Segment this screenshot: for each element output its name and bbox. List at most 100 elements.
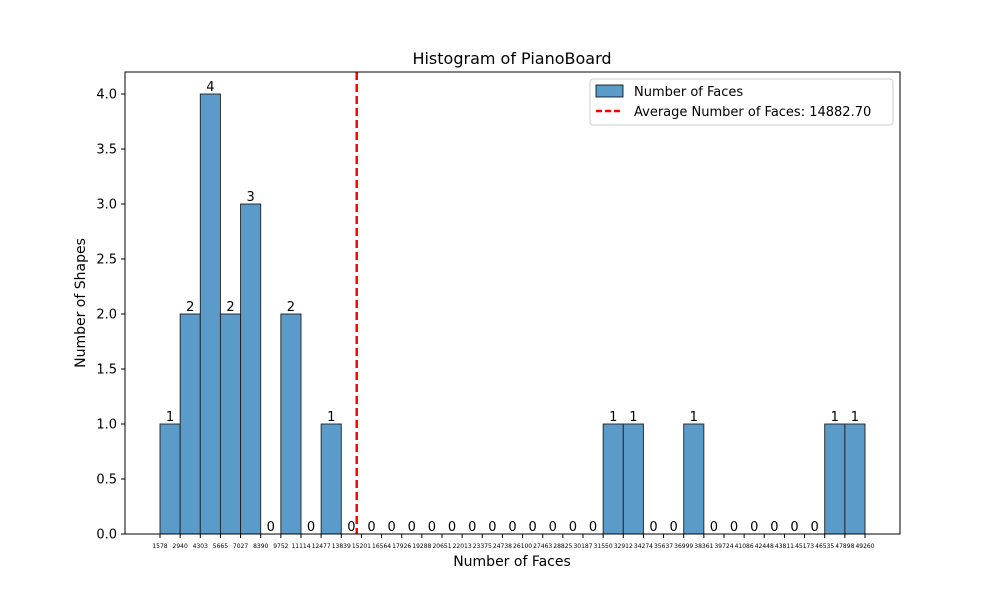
- y-axis-label: Number of Shapes: [73, 238, 89, 368]
- bar-data-label: 0: [408, 520, 416, 535]
- histogram-bar: [199, 93, 221, 535]
- x-tick-label: 43811: [775, 543, 794, 550]
- y-tick-label: 4.0: [96, 88, 117, 103]
- chart-title: Histogram of PianoBoard: [412, 49, 611, 68]
- x-tick-label: 17926: [392, 543, 411, 550]
- bar-data-label: 0: [770, 520, 778, 535]
- bar-data-label: 2: [287, 300, 295, 315]
- histogram-bar: [844, 423, 866, 535]
- histogram-bar: [602, 423, 624, 535]
- legend: Number of Faces Average Number of Faces:…: [589, 78, 894, 126]
- x-tick-label: 22013: [453, 543, 472, 550]
- x-tick-label: 31550: [594, 543, 613, 550]
- x-tick-label: 7027: [233, 543, 248, 550]
- bar-data-label: 1: [851, 410, 859, 425]
- x-tick-label: 42448: [755, 543, 774, 550]
- y-tick-label: 3.5: [96, 143, 117, 158]
- bar-data-label: 0: [488, 520, 496, 535]
- bar-data-label: 0: [508, 520, 516, 535]
- histogram-bar: [179, 313, 201, 535]
- histogram-bar: [159, 423, 181, 535]
- bar-data-label: 0: [468, 520, 476, 535]
- x-tick-label: 34274: [634, 543, 653, 550]
- x-tick-label: 28825: [553, 543, 572, 550]
- x-axis: 1578 2940 4303 5665 7027 8390 9752 11114 12477 13…: [152, 534, 875, 550]
- bar-data-label: 0: [670, 520, 678, 535]
- histogram-bar: [240, 203, 262, 535]
- x-tick-label: 47898: [835, 543, 854, 550]
- bar-data-label: 0: [589, 520, 597, 535]
- histogram-bar: [683, 423, 705, 535]
- y-tick-label: 3.0: [96, 198, 117, 213]
- x-tick-label: 23375: [473, 543, 492, 550]
- y-tick-label: 2.5: [96, 253, 117, 268]
- bar-data-label: 4: [206, 80, 214, 95]
- x-tick-label: 20651: [432, 543, 451, 550]
- x-tick-label: 5665: [213, 543, 228, 550]
- y-axis: 0.0 0.5 1.0 1.5 2.0 2.5 3.0 3.5 4.0: [96, 88, 125, 543]
- bar-data-label: 2: [186, 300, 194, 315]
- y-tick-label: 1.0: [96, 418, 117, 433]
- bar-data-label: 0: [710, 520, 718, 535]
- bar-data-label: 0: [267, 520, 275, 535]
- bar-data-label: 0: [549, 520, 557, 535]
- bar-data-label: 0: [367, 520, 375, 535]
- x-axis-label: Number of Faces: [453, 554, 571, 570]
- histogram-bar: [320, 423, 342, 535]
- x-tick-label: 12477: [312, 543, 331, 550]
- x-tick-label: 16564: [372, 543, 391, 550]
- bar-data-label: 1: [327, 410, 335, 425]
- bar-data-label: 0: [790, 520, 798, 535]
- histogram-bar: [824, 423, 846, 535]
- bar-data-label: 1: [629, 410, 637, 425]
- x-tick-label: 41086: [735, 543, 754, 550]
- bar-data-label: 1: [831, 410, 839, 425]
- x-tick-label: 13839: [332, 543, 351, 550]
- bar-data-label: 0: [307, 520, 315, 535]
- x-tick-label: 38361: [694, 543, 713, 550]
- x-tick-label: 32912: [614, 543, 633, 550]
- bar-data-label: 1: [166, 410, 174, 425]
- bar-data-label: 0: [750, 520, 758, 535]
- x-tick-label: 45173: [795, 543, 814, 550]
- legend-label-average: Average Number of Faces: 14882.70: [634, 105, 871, 120]
- bar-data-label: 1: [609, 410, 617, 425]
- bar-data-label: 0: [730, 520, 738, 535]
- x-tick-label: 24738: [493, 543, 512, 550]
- legend-label-faces: Number of Faces: [634, 85, 743, 100]
- x-tick-label: 26100: [513, 543, 532, 550]
- bar-data-label: 2: [226, 300, 234, 315]
- y-tick-label: 0.0: [96, 528, 117, 543]
- bar-data-label: 0: [428, 520, 436, 535]
- x-tick-label: 4303: [193, 543, 208, 550]
- x-tick-label: 11114: [291, 543, 310, 550]
- bar-data-label: 1: [690, 410, 698, 425]
- y-tick-label: 1.5: [96, 363, 117, 378]
- x-tick-label: 2940: [173, 543, 188, 550]
- x-tick-label: 36999: [674, 543, 693, 550]
- x-tick-label: 9752: [273, 543, 288, 550]
- legend-box: [589, 78, 894, 126]
- bar-data-label: 0: [811, 520, 819, 535]
- x-tick-label: 8390: [253, 543, 268, 550]
- y-tick-label: 0.5: [96, 473, 117, 488]
- histogram-bar: [622, 423, 644, 535]
- x-tick-label: 46535: [815, 543, 834, 550]
- x-tick-label: 30187: [573, 543, 592, 550]
- x-tick-label: 1578: [152, 543, 167, 550]
- bar-data-label: 0: [529, 520, 537, 535]
- x-tick-label: 35637: [654, 543, 673, 550]
- bar-data-label: 0: [569, 520, 577, 535]
- x-tick-label: 15201: [352, 543, 371, 550]
- bar-data-label: 0: [388, 520, 396, 535]
- x-tick-label: 19288: [412, 543, 431, 550]
- bar-data-label: 0: [347, 520, 355, 535]
- histogram-bar: [280, 313, 302, 535]
- x-tick-label: 39724: [714, 543, 733, 550]
- bar-data-label: 0: [649, 520, 657, 535]
- bar-data-label: 0: [448, 520, 456, 535]
- legend-swatch-faces: [595, 84, 624, 98]
- x-tick-label: 27463: [533, 543, 552, 550]
